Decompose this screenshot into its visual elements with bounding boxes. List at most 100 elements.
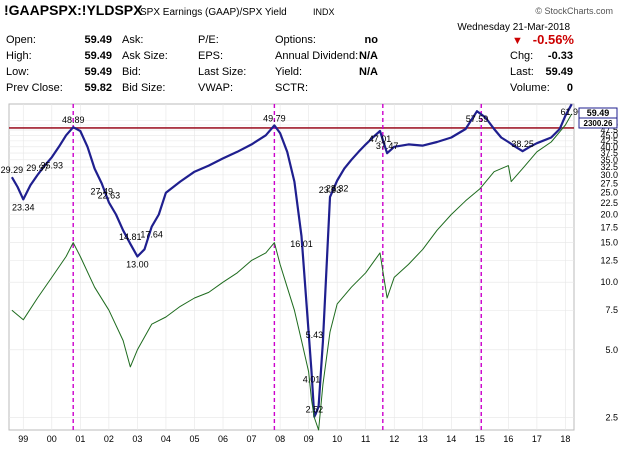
series-line-1 (10, 103, 573, 418)
data-label: 29.97 (26, 163, 49, 173)
y-tick-label: 35.0 (600, 155, 618, 165)
data-label: 28.32 (326, 184, 349, 194)
data-label: 27.49 (90, 186, 113, 196)
y-tick-label: 30.0 (600, 170, 618, 180)
data-label: 57.59 (466, 114, 489, 124)
x-tick-label: 07 (247, 434, 257, 444)
hdr-mid3-value: N/A (359, 66, 378, 78)
hdr-right-value: 0 (567, 82, 573, 94)
date-label: Wednesday 21-Mar-2018 (457, 22, 570, 33)
hdr-mid3-value: no (365, 34, 379, 46)
data-label: 23.34 (12, 202, 35, 212)
x-tick-label: 04 (161, 434, 171, 444)
y-tick-label: 15.0 (600, 238, 618, 248)
x-tick-label: 13 (418, 434, 428, 444)
hdr-right-label: Last: (510, 66, 534, 78)
hdr-left-value: 59.49 (84, 66, 112, 78)
y-tick-label: 17.5 (600, 223, 618, 233)
x-tick-label: 14 (446, 434, 456, 444)
y-tick-label: 7.5 (605, 305, 618, 315)
y-tick-label: 22.5 (600, 198, 618, 208)
x-tick-label: 12 (389, 434, 399, 444)
hdr-mid3-label: Yield: (275, 66, 302, 78)
y-tick-label: 37.5 (600, 148, 618, 158)
data-label: 23.93 (319, 185, 342, 195)
x-tick-label: 08 (275, 434, 285, 444)
data-label: 35.93 (41, 160, 64, 170)
hdr-left-label: Prev Close: (6, 82, 63, 94)
y-tick-label: 20.0 (600, 209, 618, 219)
data-label: 37.47 (376, 141, 399, 151)
data-label: 61.90 (560, 107, 583, 117)
data-label: 2.52 (306, 405, 324, 415)
data-label: 17.64 (140, 230, 163, 240)
x-tick-label: 11 (361, 434, 370, 444)
hdr-left-value: 59.49 (84, 34, 112, 46)
hdr-left-value: 59.49 (84, 50, 112, 62)
y-tick-label: 45.0 (600, 130, 618, 140)
x-tick-label: 06 (218, 434, 228, 444)
data-label: 4.01 (303, 374, 321, 384)
data-label: 47.01 (369, 134, 392, 144)
x-tick-label: 10 (332, 434, 342, 444)
grid (9, 104, 574, 430)
hdr-mid2-label: EPS: (198, 50, 223, 62)
x-tick-label: 05 (189, 434, 199, 444)
hdr-right-value: 59.49 (545, 66, 573, 78)
data-label: 22.63 (98, 190, 121, 200)
hdr-mid3-label: Annual Dividend: (275, 50, 358, 62)
hdr-left-label: High: (6, 50, 32, 62)
hdr-mid3-value: N/A (359, 50, 378, 62)
last-value-text: 59.49 (587, 108, 610, 118)
change-arrow-icon: ▼ (512, 35, 523, 47)
data-label: 14.81 (119, 232, 142, 242)
y-tick-label: 25.0 (600, 188, 618, 198)
y-tick-label: 10.0 (600, 277, 618, 287)
reference-lines (9, 104, 574, 430)
hdr-mid3-label: SCTR: (275, 82, 308, 94)
symbol-title: !GAAPSPX:!YLDSPX (4, 2, 143, 18)
data-label: 5.43 (306, 330, 324, 340)
y-tick-label: 5.0 (605, 345, 618, 355)
y-tick-label: 27.5 (600, 178, 618, 188)
x-tick-label: 16 (503, 434, 513, 444)
series-line-2 (11, 113, 573, 431)
data-label: 48.89 (62, 115, 85, 125)
data-label: 49.79 (263, 113, 286, 123)
y-tick-label: 2.5 (605, 413, 618, 423)
data-label: 13.00 (126, 260, 149, 270)
data-label: 16.01 (290, 239, 313, 249)
x-tick-label: 02 (104, 434, 114, 444)
last-value-box-2 (578, 117, 618, 129)
hdr-left-value: 59.82 (84, 82, 112, 94)
hdr-left-label: Low: (6, 66, 29, 78)
hdr-right-label: Chg: (510, 50, 533, 62)
hdr-mid1-label: Ask: (122, 34, 143, 46)
x-tick-label: 00 (47, 434, 57, 444)
x-tick-label: 03 (132, 434, 142, 444)
y-axis: 2.5 5.0 7.5 10.0 12.5 15.0 17.5 20.022.525.027.… (600, 115, 618, 422)
x-tick-label: 15 (475, 434, 485, 444)
y-tick-label: 40.0 (600, 142, 618, 152)
last-value-text-2: 2300.26 (584, 119, 613, 128)
hdr-mid2-label: VWAP: (198, 82, 233, 94)
watermark: © StockCharts.com (535, 6, 613, 16)
data-label: 29.29 (1, 165, 24, 175)
y-tick-label: 42.5 (600, 136, 618, 146)
hdr-mid3-label: Options: (275, 34, 316, 46)
hdr-mid2-label: Last Size: (198, 66, 246, 78)
plot-frame (8, 103, 575, 431)
hdr-right-value: -0.33 (548, 50, 573, 62)
header-fields: Open: 59.49 High: 59.49 Low: 59.49 Prev Close:… (6, 34, 573, 94)
x-tick-label: 99 (18, 434, 28, 444)
change-percent: -0.56% (533, 32, 575, 47)
x-tick-label: 09 (304, 434, 314, 444)
x-tick-label: 01 (75, 434, 85, 444)
hdr-left-label: Open: (6, 34, 36, 46)
hdr-right-label: Volume: (510, 82, 550, 94)
y-tick-label: 47.5 (600, 125, 618, 135)
hdr-mid1-label: Ask Size: (122, 50, 168, 62)
